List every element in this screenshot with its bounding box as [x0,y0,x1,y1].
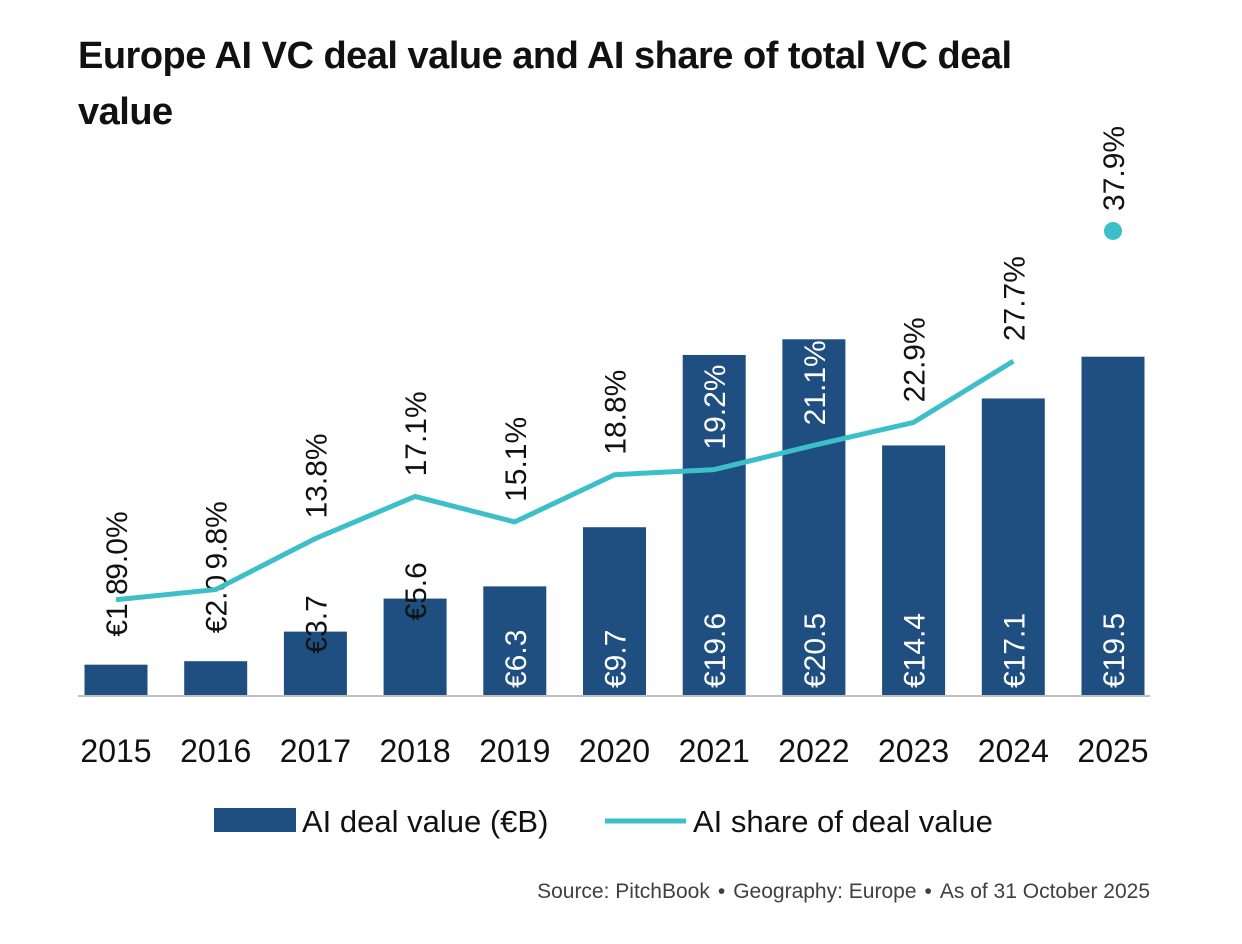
legend-line-label: AI share of deal value [693,804,993,839]
bar-2020 [583,527,646,696]
x-axis-ticks: 2015 2016 2017 2018 2019 2020 2021 2022 2023 2024… [80,733,1148,769]
x-tick-label: 2024 [978,733,1049,769]
line-labels: 9.0% 9.8% 13.8% 17.1% 15.1% 18.8% 19.2% 21.1% 22… [101,126,1131,580]
x-tick-label: 2022 [778,733,849,769]
as-of-text: As of 31 October 2025 [939,880,1150,903]
bar-value-label: €6.3 [500,630,533,688]
bar-value-label: €17.1 [998,613,1031,688]
legend: AI deal value (€B) AI share of deal valu… [214,804,993,839]
bar-value-label: €9.7 [600,630,633,688]
share-value-label: 15.1% [500,417,533,502]
x-tick-label: 2017 [280,733,351,769]
bar-2023 [882,445,946,696]
x-tick-label: 2020 [579,733,650,769]
bar-labels: €1.8 €2.0 €3.7€5.6€6.3 €9.7 €19.6 €20.5 €14.4 €… [101,562,1131,688]
x-tick-label: 2018 [380,733,451,769]
x-tick-label: 2019 [479,733,550,769]
x-tick-label: 2021 [679,733,750,769]
x-tick-label: 2015 [80,733,151,769]
bar-2015 [84,664,148,696]
bar-value-label: €14.4 [899,613,932,688]
bar-2017 [283,631,347,696]
source-note: Source: PitchBook • Geography: Europe • As o… [537,880,1150,904]
share-point-2025 [1104,221,1122,240]
bar-value-label: €19.6 [699,613,732,688]
share-value-label: 9.8% [201,501,234,569]
line-series [115,221,1122,603]
bar-series [84,339,1145,696]
bar-value-label: €3.7 [300,595,333,653]
bar-value-label: €20.5 [799,613,832,688]
share-value-label: 27.7% [998,256,1031,341]
bar-value-label: €1.8 [101,578,134,636]
share-line [115,359,1015,603]
share-value-label: 18.8% [600,370,633,455]
bar-2019 [483,586,547,696]
share-value-label: 22.9% [899,317,932,402]
bar-2018 [383,598,447,696]
share-value-label: 17.1% [400,391,433,476]
legend-bar-swatch [214,808,296,832]
x-tick-label: 2025 [1077,733,1148,769]
bar-2022 [782,339,846,696]
bar-value-label: €5.6 [400,562,433,620]
bar-2025 [1081,356,1145,696]
separator: • [924,880,932,903]
share-value-label: 37.9% [1098,126,1131,211]
chart-title: Europe AI VC deal value and AI share of … [78,35,1012,133]
separator: • [717,880,726,903]
legend-bar-label: AI deal value (€B) [302,804,548,839]
x-tick-label: 2016 [180,733,251,769]
x-tick-label: 2023 [878,733,949,769]
share-value-label: 9.0% [101,511,134,579]
bar-2016 [184,661,248,696]
bar-value-label: €19.5 [1098,613,1131,688]
share-value-label: 13.8% [300,433,333,518]
share-value-label: 21.1% [799,340,832,425]
geography-text: Geography: Europe [733,880,917,903]
bar-2021 [682,354,746,696]
share-value-label: 19.2% [699,365,732,450]
source-text: Source: PitchBook [537,880,710,903]
bar-2024 [981,398,1045,696]
